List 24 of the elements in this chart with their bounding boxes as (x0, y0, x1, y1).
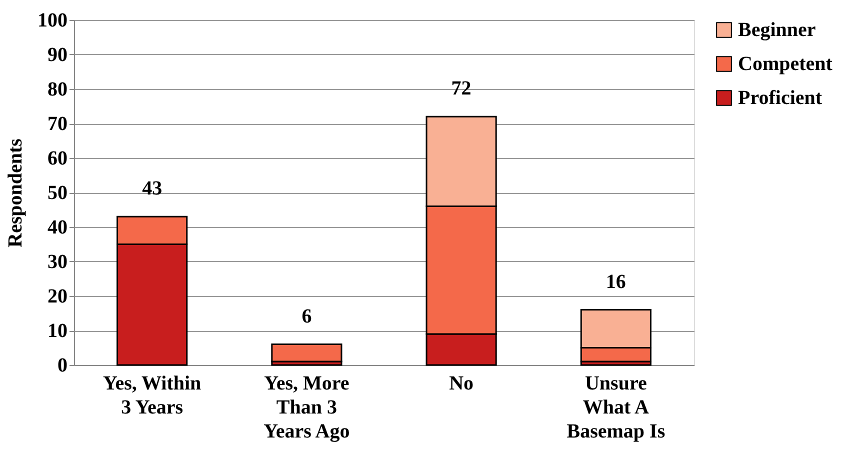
y-tick-label: 80 (48, 78, 68, 100)
total-label: 16 (606, 270, 626, 293)
legend-label: Beginner (738, 19, 816, 41)
total-label: 72 (451, 78, 472, 100)
legend-label: Competent (738, 53, 833, 75)
y-tick-label: 60 (48, 148, 68, 170)
y-axis-title: Respondents (4, 138, 26, 248)
y-tick-label: 100 (38, 10, 68, 32)
y-tick-label: 40 (48, 216, 68, 238)
total-label: 43 (142, 178, 162, 200)
x-tick-label: Yes, More Than 3 Years Ago (264, 372, 350, 442)
y-tick-label: 70 (48, 113, 68, 135)
y-tick-label: 0 (58, 354, 68, 376)
x-tick-label: Unsure What A Basemap Is (566, 372, 666, 442)
y-tick-label: 50 (48, 182, 68, 204)
y-tick-label: 90 (48, 44, 68, 66)
y-tick-label: 20 (48, 286, 68, 308)
y-tick-label: 30 (48, 251, 68, 273)
total-label: 6 (302, 305, 312, 328)
y-tick-label: 10 (48, 320, 68, 342)
bar (271, 344, 342, 362)
x-tick-label: Yes, Within 3 Years (102, 372, 202, 418)
legend-label: Proficient (738, 87, 822, 109)
x-tick-label: No (449, 372, 474, 394)
